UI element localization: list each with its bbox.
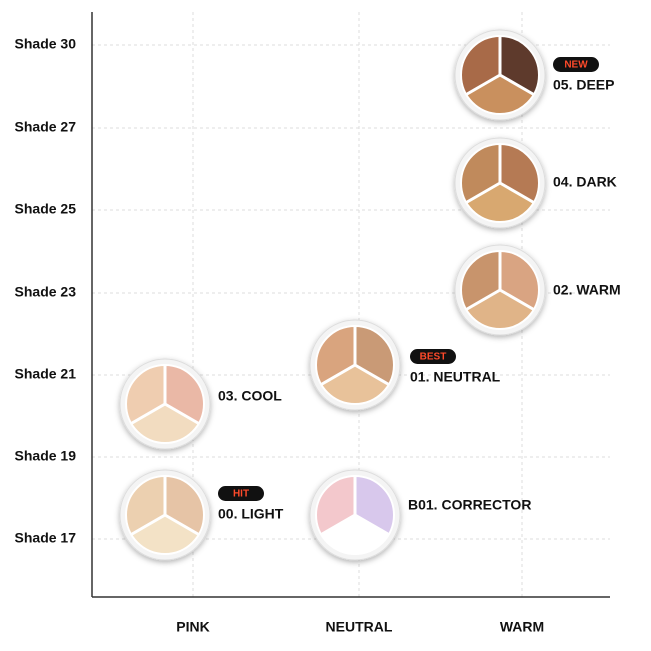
- compact-edge: [125, 475, 205, 555]
- compact: [309, 469, 401, 561]
- y-label: Shade 23: [15, 284, 77, 300]
- badge-text: NEW: [564, 60, 588, 71]
- badge-text: BEST: [420, 352, 447, 363]
- product-name: 05. DEEP: [553, 77, 614, 93]
- compact-edge: [125, 364, 205, 444]
- divider: [465, 181, 501, 204]
- compact: [119, 358, 211, 450]
- divider: [130, 513, 166, 536]
- divider: [499, 181, 535, 204]
- y-label: Shade 27: [15, 119, 77, 135]
- shade-segment: [321, 515, 389, 554]
- compact: [309, 319, 401, 411]
- divider: [164, 513, 200, 536]
- compact-edge: [460, 143, 540, 223]
- compact: [119, 469, 211, 561]
- compact-edge: [315, 325, 395, 405]
- compact: [454, 29, 546, 121]
- compact-edge: [315, 475, 395, 555]
- badge: [410, 349, 456, 364]
- y-label: Shade 21: [15, 366, 77, 382]
- badge-text: HIT: [233, 489, 249, 500]
- product-name: 03. COOL: [218, 388, 282, 404]
- divider: [465, 288, 501, 311]
- product-name: 00. LIGHT: [218, 506, 284, 522]
- divider: [354, 363, 390, 386]
- divider: [465, 73, 501, 96]
- compact: [454, 137, 546, 229]
- y-label: Shade 17: [15, 530, 77, 546]
- compact-edge: [460, 250, 540, 330]
- product-name: 04. DARK: [553, 174, 617, 190]
- divider: [164, 402, 200, 425]
- divider: [320, 513, 356, 536]
- x-label: PINK: [176, 619, 209, 635]
- divider: [354, 513, 390, 536]
- x-label: WARM: [500, 619, 544, 635]
- badge: [218, 486, 264, 501]
- product-name: 01. NEUTRAL: [410, 369, 501, 385]
- y-label: Shade 25: [15, 201, 77, 217]
- compact-edge: [460, 35, 540, 115]
- x-label: NEUTRAL: [326, 619, 393, 635]
- product-name: 02. WARM: [553, 282, 621, 298]
- y-label: Shade 30: [15, 36, 77, 52]
- divider: [499, 73, 535, 96]
- compact: [454, 244, 546, 336]
- badge: [553, 57, 599, 72]
- shade-segment: [321, 365, 389, 404]
- divider: [499, 288, 535, 311]
- y-label: Shade 19: [15, 448, 77, 464]
- divider: [320, 363, 356, 386]
- product-name: B01. CORRECTOR: [408, 497, 531, 513]
- divider: [130, 402, 166, 425]
